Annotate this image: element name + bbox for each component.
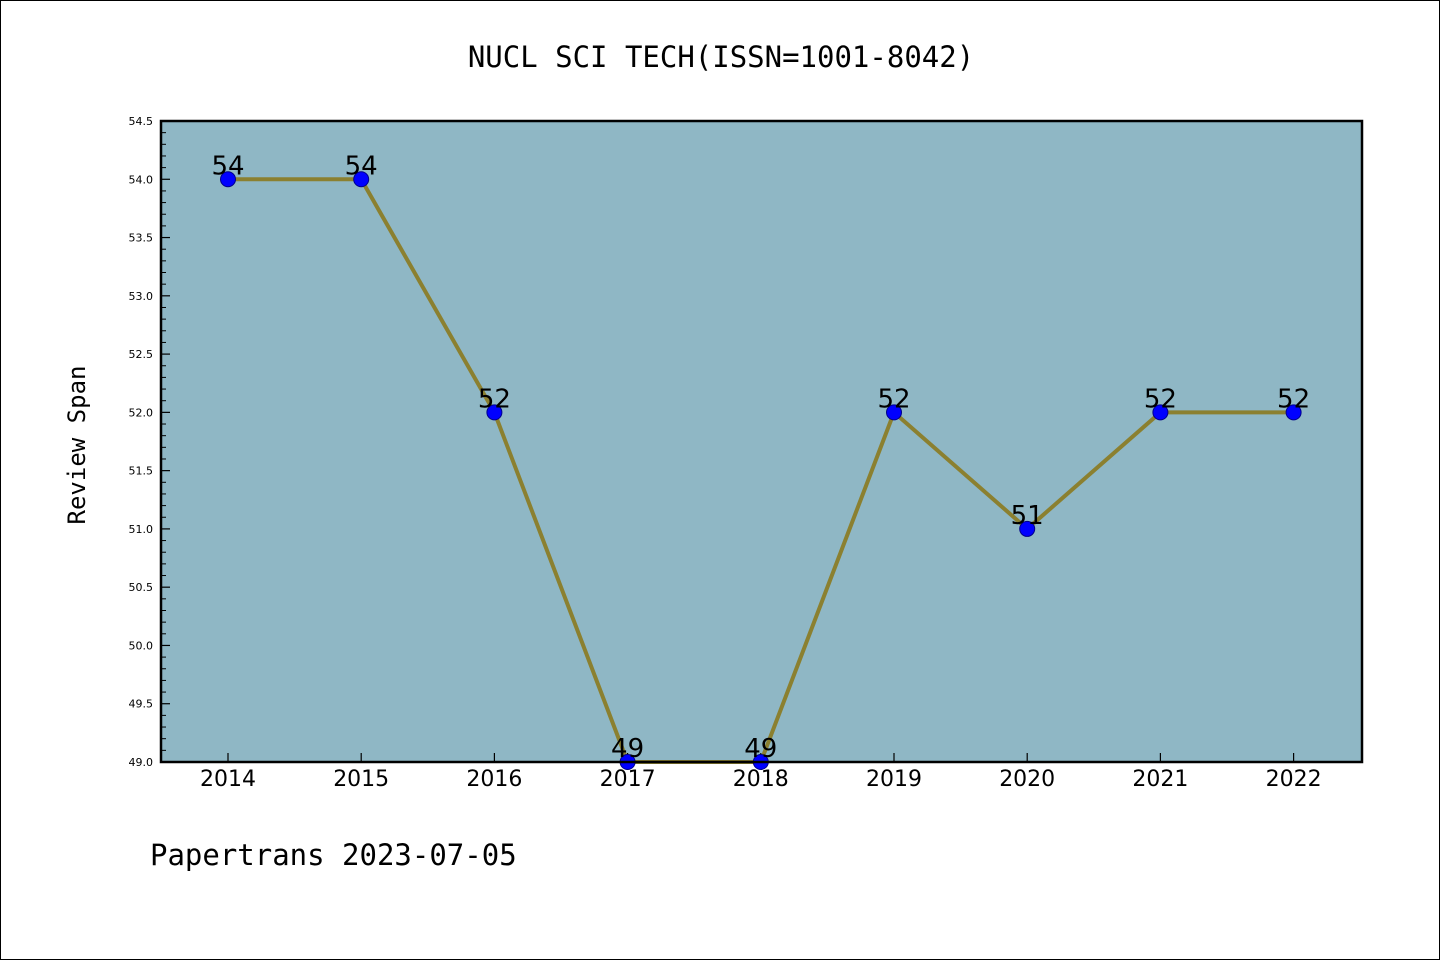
data-label: 54 xyxy=(345,151,378,181)
y-tick-label: 54.0 xyxy=(129,173,154,186)
y-tick-label: 51.5 xyxy=(129,465,154,478)
x-tick-label: 2014 xyxy=(200,767,256,792)
x-tick-label: 2017 xyxy=(600,767,656,792)
y-tick-label: 50.0 xyxy=(129,639,154,652)
y-tick-label: 52.0 xyxy=(129,406,154,419)
x-tick-label: 2020 xyxy=(999,767,1055,792)
y-tick-label: 53.0 xyxy=(129,290,154,303)
data-label: 51 xyxy=(1011,501,1044,531)
x-tick-label: 2019 xyxy=(866,767,922,792)
y-tick-label: 49.0 xyxy=(129,756,154,769)
plot-border xyxy=(159,119,1364,764)
data-label: 52 xyxy=(478,384,511,414)
y-tick-label: 51.0 xyxy=(129,523,154,536)
chart-title: NUCL SCI TECH(ISSN=1001-8042) xyxy=(468,40,974,74)
data-point xyxy=(220,171,236,188)
y-tick-label: 54.5 xyxy=(129,115,154,128)
data-label: 52 xyxy=(1277,384,1310,414)
data-point xyxy=(1019,520,1036,537)
x-tick-label: 2018 xyxy=(733,767,789,792)
x-tick-label: 2015 xyxy=(333,767,389,792)
data-point xyxy=(1152,404,1169,421)
plot-area xyxy=(161,121,1362,762)
data-point xyxy=(1285,404,1302,421)
y-tick-label: 49.5 xyxy=(129,698,154,711)
data-label: 52 xyxy=(1144,384,1177,414)
y-tick-label: 53.5 xyxy=(129,232,154,245)
y-tick-label: 52.5 xyxy=(129,348,154,361)
x-tick-label: 2016 xyxy=(466,767,522,792)
data-labels: 54 54 52 49 49 52 51 52 52 xyxy=(211,151,1310,764)
data-label: 54 xyxy=(211,151,244,181)
footer-date-stamp: Papertrans 2023-07-05 xyxy=(150,838,517,872)
data-label: 49 xyxy=(611,734,644,764)
data-point xyxy=(353,171,370,188)
x-tick-label: 2021 xyxy=(1132,767,1188,792)
x-axis-tick-labels: 2014 2015 2016 2017 2018 2019 2020 2021 2022 xyxy=(200,767,1322,792)
data-label: 49 xyxy=(744,734,777,764)
data-point xyxy=(886,404,902,421)
y-axis-tick-labels: 49.0 49.5 50.0 50.5 51.0 51.5 52.0 52.5 53.0 53.5… xyxy=(129,115,154,769)
data-point xyxy=(486,404,503,421)
y-tick-label: 50.5 xyxy=(129,581,154,594)
y-axis-label: Review Span xyxy=(63,366,91,525)
x-tick-label: 2022 xyxy=(1266,767,1322,792)
series-points xyxy=(220,171,1302,770)
data-label: 52 xyxy=(877,384,910,414)
